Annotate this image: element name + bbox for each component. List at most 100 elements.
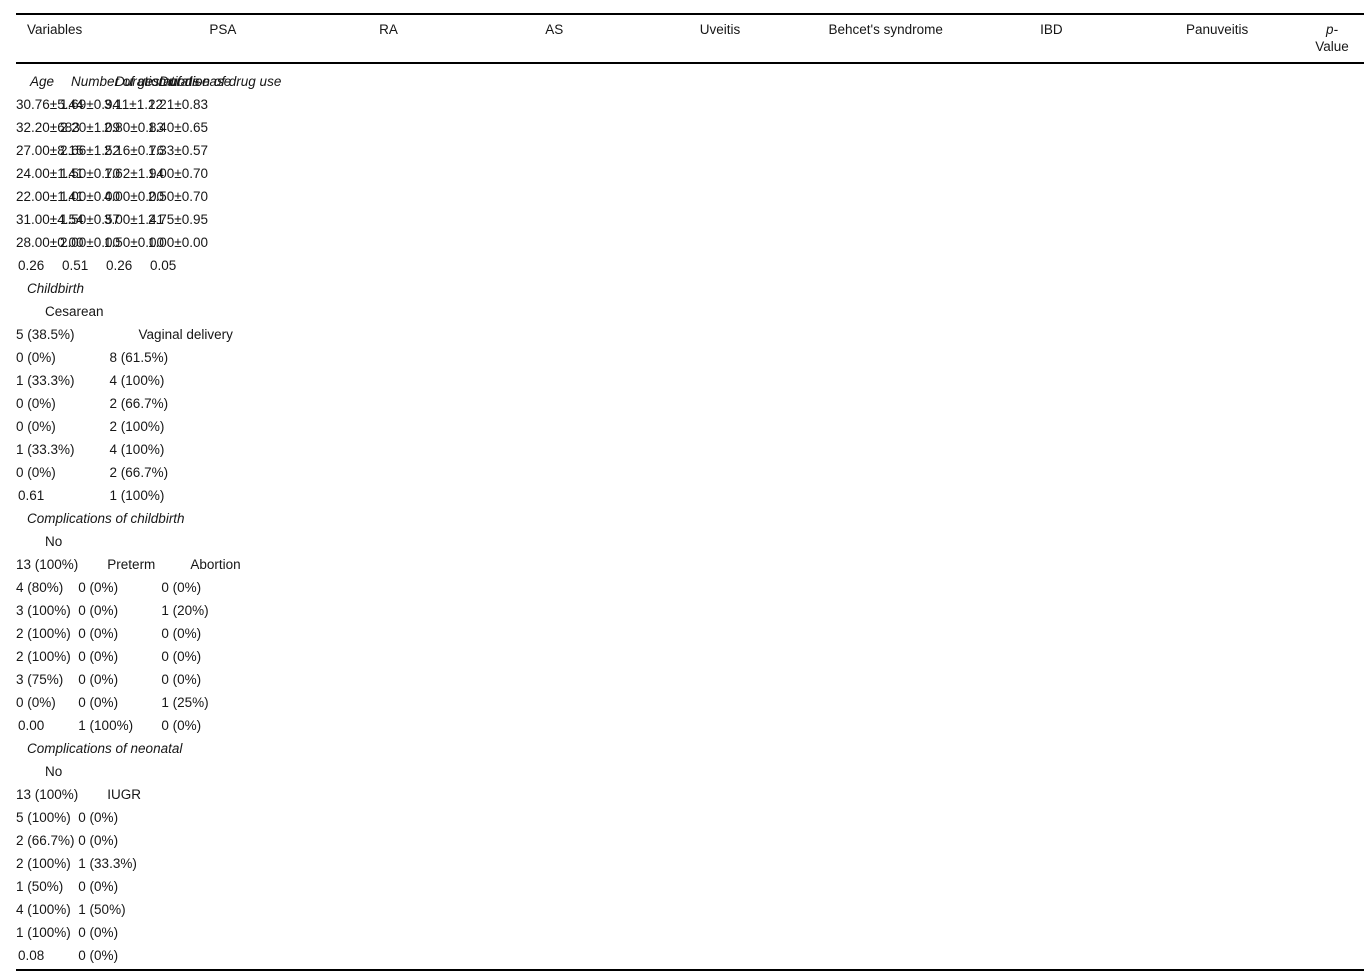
sd-value: 4.54 [57,212,84,227]
data-cell: 0 (0%) [78,875,147,898]
count-value: 2 (66.7%) [109,465,169,480]
count-value: 0 (0%) [16,465,56,480]
plus-minus-sign: ± [86,212,94,227]
row-label: Abortion [190,557,241,572]
count-value: 13 (100%) [16,557,79,572]
data-cell: 2 (100%) [16,645,78,668]
data-cell: 2 (100%) [16,622,78,645]
data-cell: 24.00 ±1.41 [16,162,84,185]
count-value: 0 (0%) [161,718,202,733]
count-value: 8 (61.5%) [109,350,169,365]
mean-value: 3.00 [104,212,131,227]
mean-value: 30.76 [16,97,50,112]
table-row: Abortion 0 (0%) 1 (20%) 0 (0%) 0 (0%) 0 (0%) 1… [161,553,246,737]
count-value: 1 (33.3%) [16,442,75,457]
data-cell: 1 (33.3%) [16,369,110,392]
plus-minus-sign: ± [174,120,182,135]
plus-minus-sign: ± [49,120,58,135]
data-cell: 0 (0%) [161,622,246,645]
column-header-variables: Variables [27,22,83,37]
count-value: 0 (0%) [78,672,119,687]
sd-value: 0.00 [181,235,208,250]
mean-value: 1.33 [148,143,175,158]
data-cell: 1 (50%) [16,875,78,898]
count-value: 1 (100%) [109,488,165,503]
outcomes-table: Variables PSA RA AS Uveitis Behcet's syn… [16,0,1364,971]
plus-minus-sign: ± [86,235,94,250]
data-cell: 1.50 ±0.57 [60,208,120,231]
data-cell: 1 (33.3%) [78,852,147,875]
section-label: Childbirth [27,281,85,296]
count-value: 2 (66.7%) [109,396,169,411]
data-cell: 5 (38.5%) [16,323,110,346]
sd-value: 0.00 [57,235,84,250]
table-row: No 13 (100%) 4 (80%) 3 (100%) 2 (100%) 2 (100… [16,530,78,737]
data-cell: 5 (100%) [16,806,78,829]
data-cell: 2 (100%) [16,852,78,875]
sd-value: 0.70 [181,166,208,181]
p-value-header-line1: p- [1325,22,1338,37]
mean-value: 2.21 [148,97,175,112]
count-value: 0 (0%) [78,925,119,940]
plus-minus-sign: ± [86,189,94,204]
table-row: Complications of neonatal [16,737,1364,760]
data-cell: 4.00 ±0.00 [104,185,164,208]
column-header-as: AS [545,22,564,37]
section-label: Complications of childbirth [27,511,185,526]
row-label: Duration of disease [115,74,232,89]
p-value: 0.61 [18,488,45,503]
sd-value: 0.83 [137,120,164,135]
plus-minus-sign: ± [174,189,182,204]
data-cell: 2.80 ±0.83 [104,116,164,139]
data-cell: 1.50 ±0.00 [104,231,164,254]
data-cell: 1 (33.3%) [16,438,110,461]
mean-value: 31.00 [16,212,50,227]
data-cell: 0 (0%) [78,599,161,622]
data-cell: 1.00 ±0.00 [60,185,120,208]
sd-value: 1.12 [136,97,163,112]
mean-value: 1.00 [148,166,175,181]
data-cell: 31.00 ±4.54 [16,208,84,231]
data-cell: 0 (0%) [78,668,161,691]
count-value: 0 (0%) [161,649,202,664]
row-label: Vaginal delivery [138,327,233,342]
mean-value: 2.20 [60,120,87,135]
row-label: Age [29,74,54,89]
data-cell: 28.00 ±0.00 [16,231,84,254]
data-cell: 2 (66.7%) [16,829,78,852]
data-cell: 1.50 ±0.70 [60,162,120,185]
data-cell: 2.16 ±0.76 [104,139,164,162]
plus-minus-sign: ± [174,143,182,158]
column-header-psa: PSA [209,22,237,37]
mean-value: 1.50 [60,166,87,181]
count-value: 1 (20%) [161,603,209,618]
sd-value: 0.00 [137,235,164,250]
plus-minus-sign: ± [130,143,138,158]
data-cell: 3.00 ±1.41 [104,208,164,231]
data-cell: 2.66 ±1.52 [60,139,120,162]
column-header-panuveitis: Panuveitis [1185,22,1249,37]
count-value: 0 (0%) [78,810,119,825]
data-cell: 0 (0%) [16,346,110,369]
mean-value: 3.11 [104,97,130,112]
mean-value: 1.50 [60,212,87,227]
plus-minus-sign: ± [86,143,94,158]
data-cell: 3 (100%) [16,599,78,622]
sd-value: 0.76 [137,143,164,158]
data-cell: 1 (100%) [16,921,78,944]
mean-value: 2.16 [104,143,131,158]
data-cell: 1.00 ±0.70 [148,162,208,185]
table-row: Number of gestations 1.69 ±0.94 2.20 ±1.09 2.… [60,70,199,277]
data-cell: 0 (0%) [78,622,161,645]
count-value: 1 (50%) [16,879,64,894]
column-header-ibd: IBD [1040,22,1063,37]
count-value: 2 (100%) [109,419,165,434]
p-value: 0.26 [106,258,133,273]
data-cell: 0 (0%) [78,691,161,714]
plus-minus-sign: ± [174,212,182,227]
count-value: 0 (0%) [78,879,119,894]
count-value: 5 (100%) [16,810,71,825]
sd-value: 1.52 [93,143,120,158]
plus-minus-sign: ± [174,166,182,181]
mean-value: 1.40 [148,120,175,135]
